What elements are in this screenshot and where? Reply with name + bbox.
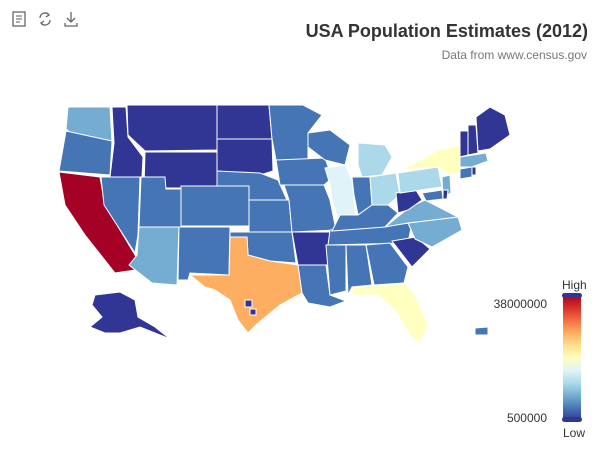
state-hawaii-2[interactable] [249,308,257,316]
state-georgia[interactable] [365,242,409,286]
toolbox [10,10,80,28]
state-alabama[interactable] [345,244,373,296]
state-colorado[interactable] [180,185,250,227]
state-delaware[interactable] [442,189,449,200]
state-mississippi[interactable] [325,244,347,296]
state-south-dakota[interactable] [216,138,274,176]
state-florida[interactable] [351,282,429,344]
state-new-mexico[interactable] [177,226,231,281]
legend-min-value: 500000 [506,411,547,425]
state-north-dakota[interactable] [216,104,273,140]
legend-color-bar[interactable] [563,295,581,421]
restore-icon[interactable] [36,10,54,28]
state-massachusetts[interactable] [459,152,489,168]
state-louisiana[interactable] [297,264,348,308]
state-new-hampshire[interactable] [467,124,479,156]
state-iowa[interactable] [275,157,333,186]
chart-title: USA Population Estimates (2012) [305,21,588,41]
state-montana[interactable] [126,104,218,152]
usa-population-map[interactable] [40,95,560,355]
visual-map-legend: High 38000000 500000 Low [494,275,595,445]
legend-low-label: Low [563,426,586,440]
state-south-carolina[interactable] [391,236,431,268]
save-as-image-icon[interactable] [62,10,80,28]
state-hawaii-3[interactable] [474,326,489,336]
legend-max-handle[interactable] [562,293,582,298]
state-idaho[interactable] [109,106,144,178]
state-ohio[interactable] [369,172,401,206]
legend-high-label: High [562,278,587,292]
state-kentucky[interactable] [331,204,399,232]
state-missouri[interactable] [283,184,337,233]
state-alaska[interactable] [89,291,171,340]
state-rhode-island[interactable] [471,166,477,176]
data-view-icon[interactable] [10,10,28,28]
state-hawaii-1[interactable] [244,299,253,308]
state-texas[interactable] [188,236,303,334]
state-kansas[interactable] [248,199,293,233]
state-connecticut[interactable] [459,166,473,180]
state-vermont[interactable] [459,130,469,158]
state-michigan[interactable] [357,142,393,178]
state-pennsylvania[interactable] [397,166,443,194]
legend-max-value: 38000000 [493,297,547,311]
state-maine[interactable] [475,106,511,152]
chart-subtitle: Data from www.census.gov [441,48,587,62]
state-maryland[interactable] [421,189,444,202]
legend-min-handle[interactable] [562,417,582,422]
